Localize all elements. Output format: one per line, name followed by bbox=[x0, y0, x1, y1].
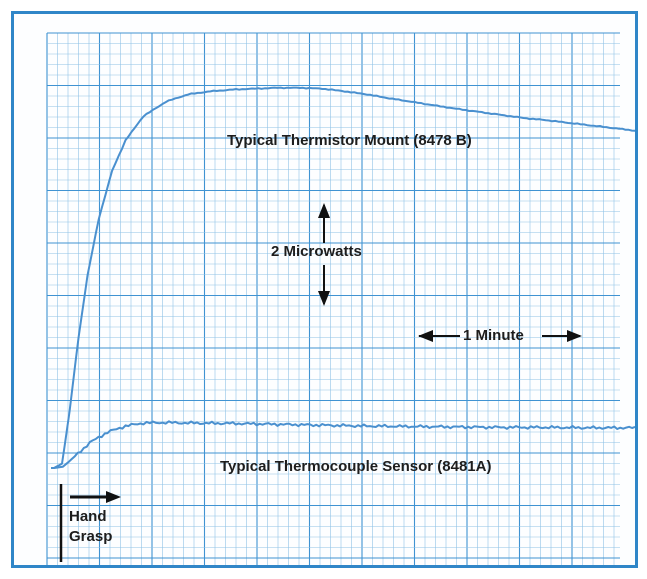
horizontal-scale-label: 1 Minute bbox=[463, 327, 524, 344]
chart-plot bbox=[46, 32, 635, 565]
chart-scale-arrows bbox=[59, 203, 582, 562]
chart-frame: Typical Thermistor Mount (8478 B) 2 Micr… bbox=[11, 11, 638, 568]
hand-grasp-label-line2: Grasp bbox=[69, 528, 113, 545]
hand-grasp-label-line1: Hand bbox=[69, 508, 107, 525]
vertical-scale-label: 2 Microwatts bbox=[271, 243, 362, 260]
chart-traces bbox=[51, 86, 635, 469]
thermocouple-trace bbox=[51, 420, 635, 469]
thermistor-trace bbox=[51, 86, 635, 469]
hand-grasp-arrowhead bbox=[106, 491, 121, 503]
thermistor-series-label: Typical Thermistor Mount (8478 B) bbox=[227, 132, 472, 149]
horizontal-scale-arrowhead-left bbox=[418, 330, 433, 342]
vertical-scale-arrowhead-down bbox=[318, 291, 330, 306]
thermocouple-series-label: Typical Thermocouple Sensor (8481A) bbox=[220, 458, 492, 475]
horizontal-scale-arrowhead-right bbox=[567, 330, 582, 342]
vertical-scale-arrowhead-up bbox=[318, 203, 330, 218]
chart-grid bbox=[46, 32, 620, 565]
